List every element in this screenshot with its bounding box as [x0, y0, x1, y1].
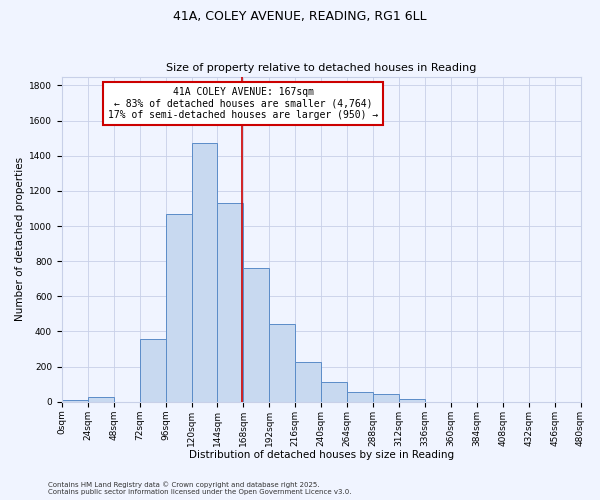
Bar [88, 396, 114, 402]
Bar [62, 400, 88, 402]
Bar [321, 382, 347, 402]
Text: 41A, COLEY AVENUE, READING, RG1 6LL: 41A, COLEY AVENUE, READING, RG1 6LL [173, 10, 427, 23]
Text: Contains HM Land Registry data © Crown copyright and database right 2025.
Contai: Contains HM Land Registry data © Crown c… [48, 482, 352, 495]
Bar [295, 362, 321, 402]
Bar [269, 324, 295, 402]
Bar [217, 203, 244, 402]
Bar [399, 399, 425, 402]
Bar [191, 144, 217, 402]
Title: Size of property relative to detached houses in Reading: Size of property relative to detached ho… [166, 63, 476, 73]
Bar [166, 214, 191, 402]
Bar [140, 338, 166, 402]
Bar [347, 392, 373, 402]
Bar [373, 394, 399, 402]
Y-axis label: Number of detached properties: Number of detached properties [15, 157, 25, 322]
X-axis label: Distribution of detached houses by size in Reading: Distribution of detached houses by size … [188, 450, 454, 460]
Text: 41A COLEY AVENUE: 167sqm
← 83% of detached houses are smaller (4,764)
17% of sem: 41A COLEY AVENUE: 167sqm ← 83% of detach… [108, 87, 379, 120]
Bar [244, 268, 269, 402]
